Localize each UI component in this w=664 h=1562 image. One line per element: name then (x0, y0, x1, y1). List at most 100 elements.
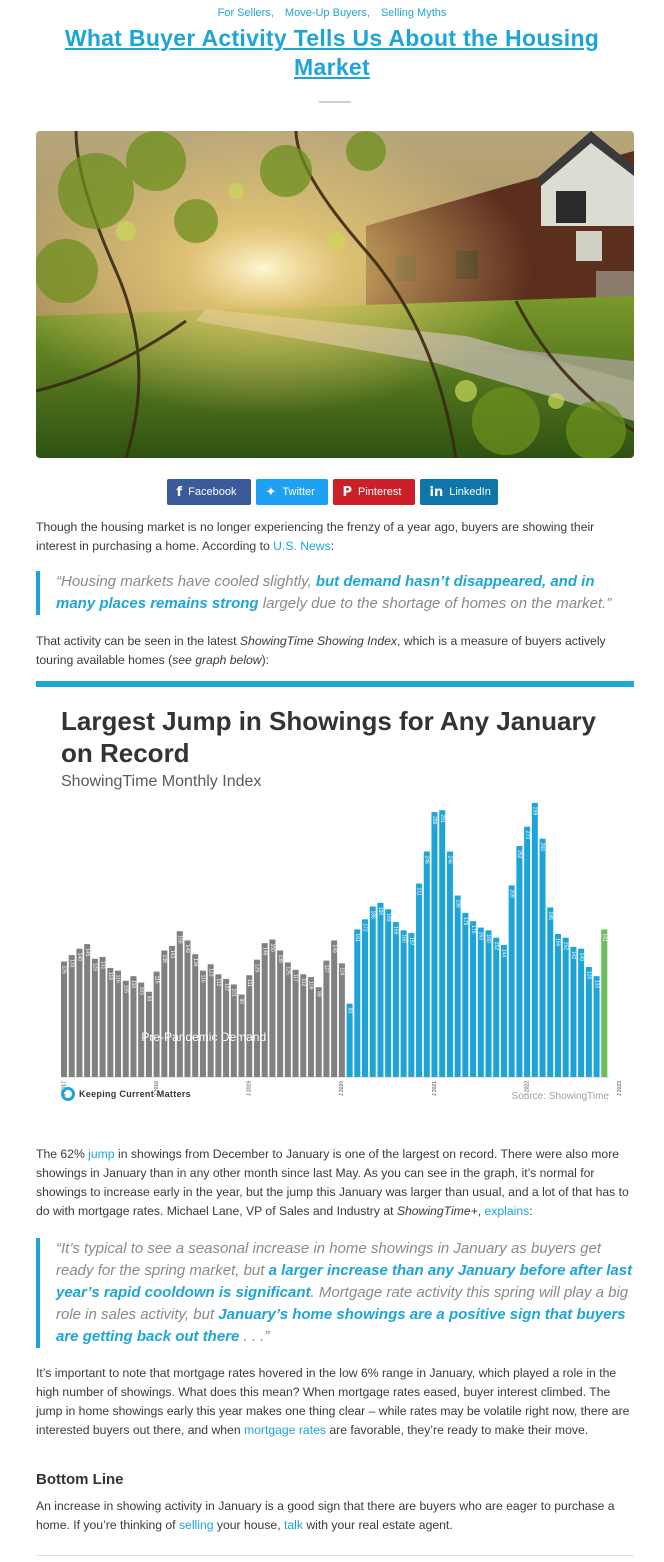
chart-data-label: 110 (593, 980, 599, 988)
chart-bar (570, 946, 577, 1077)
chart-bar (446, 851, 453, 1077)
chart-bar (284, 962, 291, 1077)
chart-bar (246, 975, 253, 1077)
chart-bar (138, 982, 145, 1077)
chart-x-tick-label: J 2020 (339, 1081, 345, 1096)
mortgage-rates-link[interactable]: mortgage rates (244, 1423, 326, 1437)
chart-data-label: 157 (408, 937, 414, 946)
twitter-icon: ✦ (265, 484, 277, 500)
chart-data-label: 107 (223, 983, 229, 992)
chart-bar (485, 930, 492, 1077)
chart-data-label: 105 (122, 985, 128, 994)
chart-data-label: 142 (570, 951, 576, 960)
chart-data-label: 90 (238, 999, 244, 1005)
quote-michael-lane: “It’s typical to see a seasonal increase… (36, 1238, 634, 1348)
chart-data-label: 156 (555, 938, 561, 947)
chart-bar (323, 960, 330, 1077)
facebook-share-button[interactable]: f Facebook (166, 479, 251, 505)
chart-data-label: 179 (462, 917, 468, 926)
chart-data-label: 291 (439, 814, 445, 823)
pinterest-label: Pinterest (358, 486, 402, 498)
chart-data-label: 152 (493, 942, 499, 951)
category-link-selling-myths[interactable]: Selling Myths (380, 7, 447, 19)
chart-bar (76, 948, 83, 1077)
chart-bar (516, 846, 523, 1077)
chart-bar (385, 909, 392, 1077)
chart-bar (408, 933, 415, 1077)
pinterest-share-button[interactable]: P Pinterest (332, 479, 415, 505)
chart-bar (68, 955, 75, 1077)
chart-data-label: 160 (400, 934, 406, 943)
chart-data-label: 115 (153, 976, 159, 984)
chart-x-tick-label: J 2021 (432, 1081, 438, 1096)
chart-bar (585, 967, 592, 1077)
chart-bar (192, 954, 199, 1077)
linkedin-share-button[interactable]: in LinkedIn (419, 479, 498, 505)
chart-bar (300, 974, 307, 1077)
chart-data-label: 124 (339, 967, 345, 976)
chart-title: Largest Jump in Showings for Any January… (61, 706, 597, 768)
chart-data-label: 126 (61, 966, 67, 975)
chart-data-label: 109 (308, 981, 314, 990)
selling-link[interactable]: selling (178, 1518, 214, 1532)
chart-bar (354, 929, 361, 1077)
us-news-link[interactable]: U.S. News (273, 539, 331, 553)
chart-data-label: 159 (176, 935, 182, 944)
chart-data-label: 160 (485, 934, 491, 943)
chart-bar (261, 943, 268, 1077)
chart-bar (470, 921, 477, 1077)
chart-data-label: 117 (292, 974, 298, 982)
chart-data-label: 163 (477, 932, 483, 941)
chart-bar (161, 950, 168, 1077)
chart-data-label: 152 (562, 942, 568, 951)
chart-data-label: 129 (92, 963, 98, 972)
chart-bar (539, 838, 546, 1077)
chart-bar (524, 826, 531, 1077)
chart-data-label: 140 (76, 953, 82, 962)
chart-bar (145, 991, 152, 1077)
chart-data-label: 116 (115, 975, 121, 983)
chart-data-label: 112 (215, 978, 221, 986)
chart-top-rule (36, 681, 634, 687)
article-title[interactable]: What Buyer Activity Tells Us About the H… (64, 25, 600, 80)
chart-bar (292, 969, 299, 1077)
chart-data-label: 127 (323, 965, 329, 974)
chart-bar (431, 812, 438, 1077)
chart-bar (562, 937, 569, 1077)
chart-data-label: 131 (99, 961, 105, 970)
facebook-label: Facebook (188, 486, 237, 498)
facebook-icon: f (176, 484, 183, 500)
chart-bar (184, 940, 191, 1077)
chart-bar (423, 851, 430, 1077)
chart-bar (369, 906, 376, 1077)
chart-data-label: 111 (246, 979, 252, 987)
chart-data-label: 150 (269, 944, 275, 953)
chart-data-label: 289 (431, 816, 437, 825)
chart-bar (122, 980, 129, 1077)
jump-link[interactable]: jump (88, 1147, 115, 1161)
chart-bar (230, 984, 237, 1077)
title-divider (319, 101, 351, 103)
hero-image (36, 131, 634, 458)
chart-bar (223, 978, 230, 1077)
chart-data-label: 119 (107, 972, 113, 980)
chart-data-label: 143 (169, 950, 175, 959)
chart-bar (462, 912, 469, 1077)
chart-data-label: 112 (300, 978, 306, 986)
twitter-share-button[interactable]: ✦ Twitter (255, 479, 328, 505)
chart-source: Source: ShowingTime (511, 1091, 609, 1102)
explains-link[interactable]: explains (484, 1204, 530, 1218)
chart-data-label: 101 (230, 988, 236, 997)
chart-data-label: 170 (470, 925, 476, 934)
chart-bar (508, 885, 515, 1077)
chart-bar (338, 963, 345, 1077)
chart-data-label: 246 (423, 856, 429, 865)
talk-link[interactable]: talk (283, 1518, 303, 1532)
chart-bar (107, 967, 114, 1077)
chart-data-label: 144 (501, 949, 507, 958)
chart-data-label: 211 (416, 888, 422, 896)
chart-subtitle: ShowingTime Monthly Index (61, 773, 262, 790)
category-link-move-up-buyers[interactable]: Move-Up Buyers, (284, 7, 370, 19)
chart-bar (199, 970, 206, 1077)
category-link-sellers[interactable]: For Sellers, (217, 7, 274, 19)
